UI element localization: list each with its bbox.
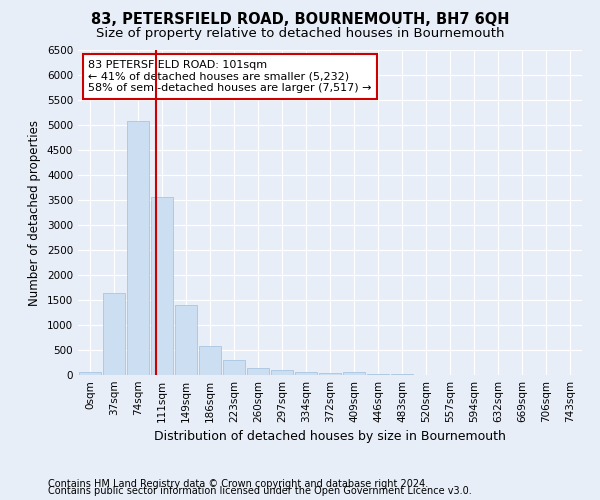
Text: Contains public sector information licensed under the Open Government Licence v3: Contains public sector information licen…: [48, 486, 472, 496]
Bar: [271, 370, 293, 375]
Bar: [295, 372, 317, 375]
Bar: [127, 121, 149, 375]
Bar: [199, 346, 221, 375]
Bar: [415, 374, 437, 375]
Bar: [343, 372, 365, 375]
Bar: [151, 196, 173, 375]
Text: Size of property relative to detached houses in Bournemouth: Size of property relative to detached ho…: [96, 28, 504, 40]
Text: 83, PETERSFIELD ROAD, BOURNEMOUTH, BH7 6QH: 83, PETERSFIELD ROAD, BOURNEMOUTH, BH7 6…: [91, 12, 509, 28]
Y-axis label: Number of detached properties: Number of detached properties: [28, 120, 41, 306]
Bar: [319, 373, 341, 375]
Bar: [103, 293, 125, 375]
Text: 83 PETERSFIELD ROAD: 101sqm
← 41% of detached houses are smaller (5,232)
58% of : 83 PETERSFIELD ROAD: 101sqm ← 41% of det…: [88, 60, 371, 93]
Bar: [391, 374, 413, 375]
Bar: [79, 372, 101, 375]
Bar: [223, 360, 245, 375]
Bar: [247, 368, 269, 375]
Text: Contains HM Land Registry data © Crown copyright and database right 2024.: Contains HM Land Registry data © Crown c…: [48, 479, 428, 489]
X-axis label: Distribution of detached houses by size in Bournemouth: Distribution of detached houses by size …: [154, 430, 506, 444]
Bar: [175, 304, 197, 375]
Bar: [367, 374, 389, 375]
